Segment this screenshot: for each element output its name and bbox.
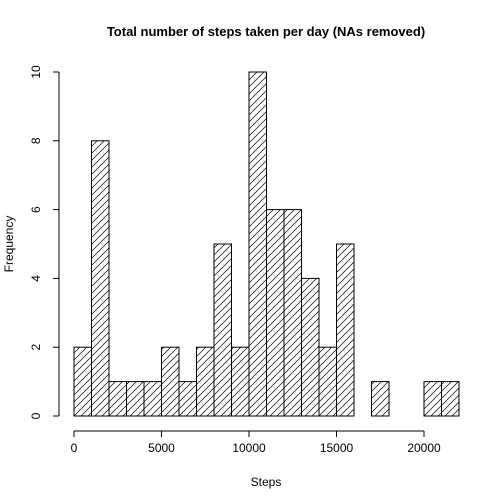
x-axis: 0 5000 10000 15000 20000 xyxy=(71,430,441,455)
histogram-bar-15 xyxy=(336,243,355,417)
bars-group xyxy=(73,71,460,417)
histogram-bar-2 xyxy=(108,381,127,417)
histogram-bar-11 xyxy=(266,209,285,417)
histogram-bar-6 xyxy=(178,381,197,417)
histogram-bar-4 xyxy=(143,381,162,417)
y-tick-label-1: 2 xyxy=(29,344,43,351)
y-tick-label-4: 8 xyxy=(29,137,43,144)
y-axis: 0 2 4 6 8 10 xyxy=(29,65,60,419)
histogram-bar-17 xyxy=(371,381,390,417)
histogram-bar-5 xyxy=(161,346,180,417)
x-tick-label-4: 20000 xyxy=(407,441,441,455)
y-tick-label-3: 6 xyxy=(29,206,43,213)
histogram-bar-14 xyxy=(318,346,337,417)
x-tick-label-3: 15000 xyxy=(320,441,354,455)
y-tick-label-5: 10 xyxy=(29,65,43,79)
histogram-bar-9 xyxy=(231,346,250,417)
y-tick-label-0: 0 xyxy=(29,412,43,419)
y-axis-label: Frequency xyxy=(2,216,16,273)
histogram-bar-3 xyxy=(126,381,145,417)
histogram-bar-20 xyxy=(423,381,442,417)
x-axis-label: Steps xyxy=(251,475,282,489)
histogram-bar-0 xyxy=(73,346,92,417)
histogram-bar-21 xyxy=(441,381,460,417)
histogram-bar-7 xyxy=(196,346,215,417)
x-tick-label-1: 5000 xyxy=(148,441,175,455)
x-tick-label-0: 0 xyxy=(71,441,78,455)
histogram-bar-13 xyxy=(301,277,320,417)
y-tick-label-2: 4 xyxy=(29,275,43,282)
histogram-bar-8 xyxy=(213,243,232,417)
chart-title: Total number of steps taken per day (NAs… xyxy=(107,24,425,39)
histogram-bar-12 xyxy=(283,209,302,417)
histogram-bar-10 xyxy=(248,71,267,417)
histogram-bar-1 xyxy=(91,140,110,417)
x-tick-label-2: 10000 xyxy=(232,441,266,455)
